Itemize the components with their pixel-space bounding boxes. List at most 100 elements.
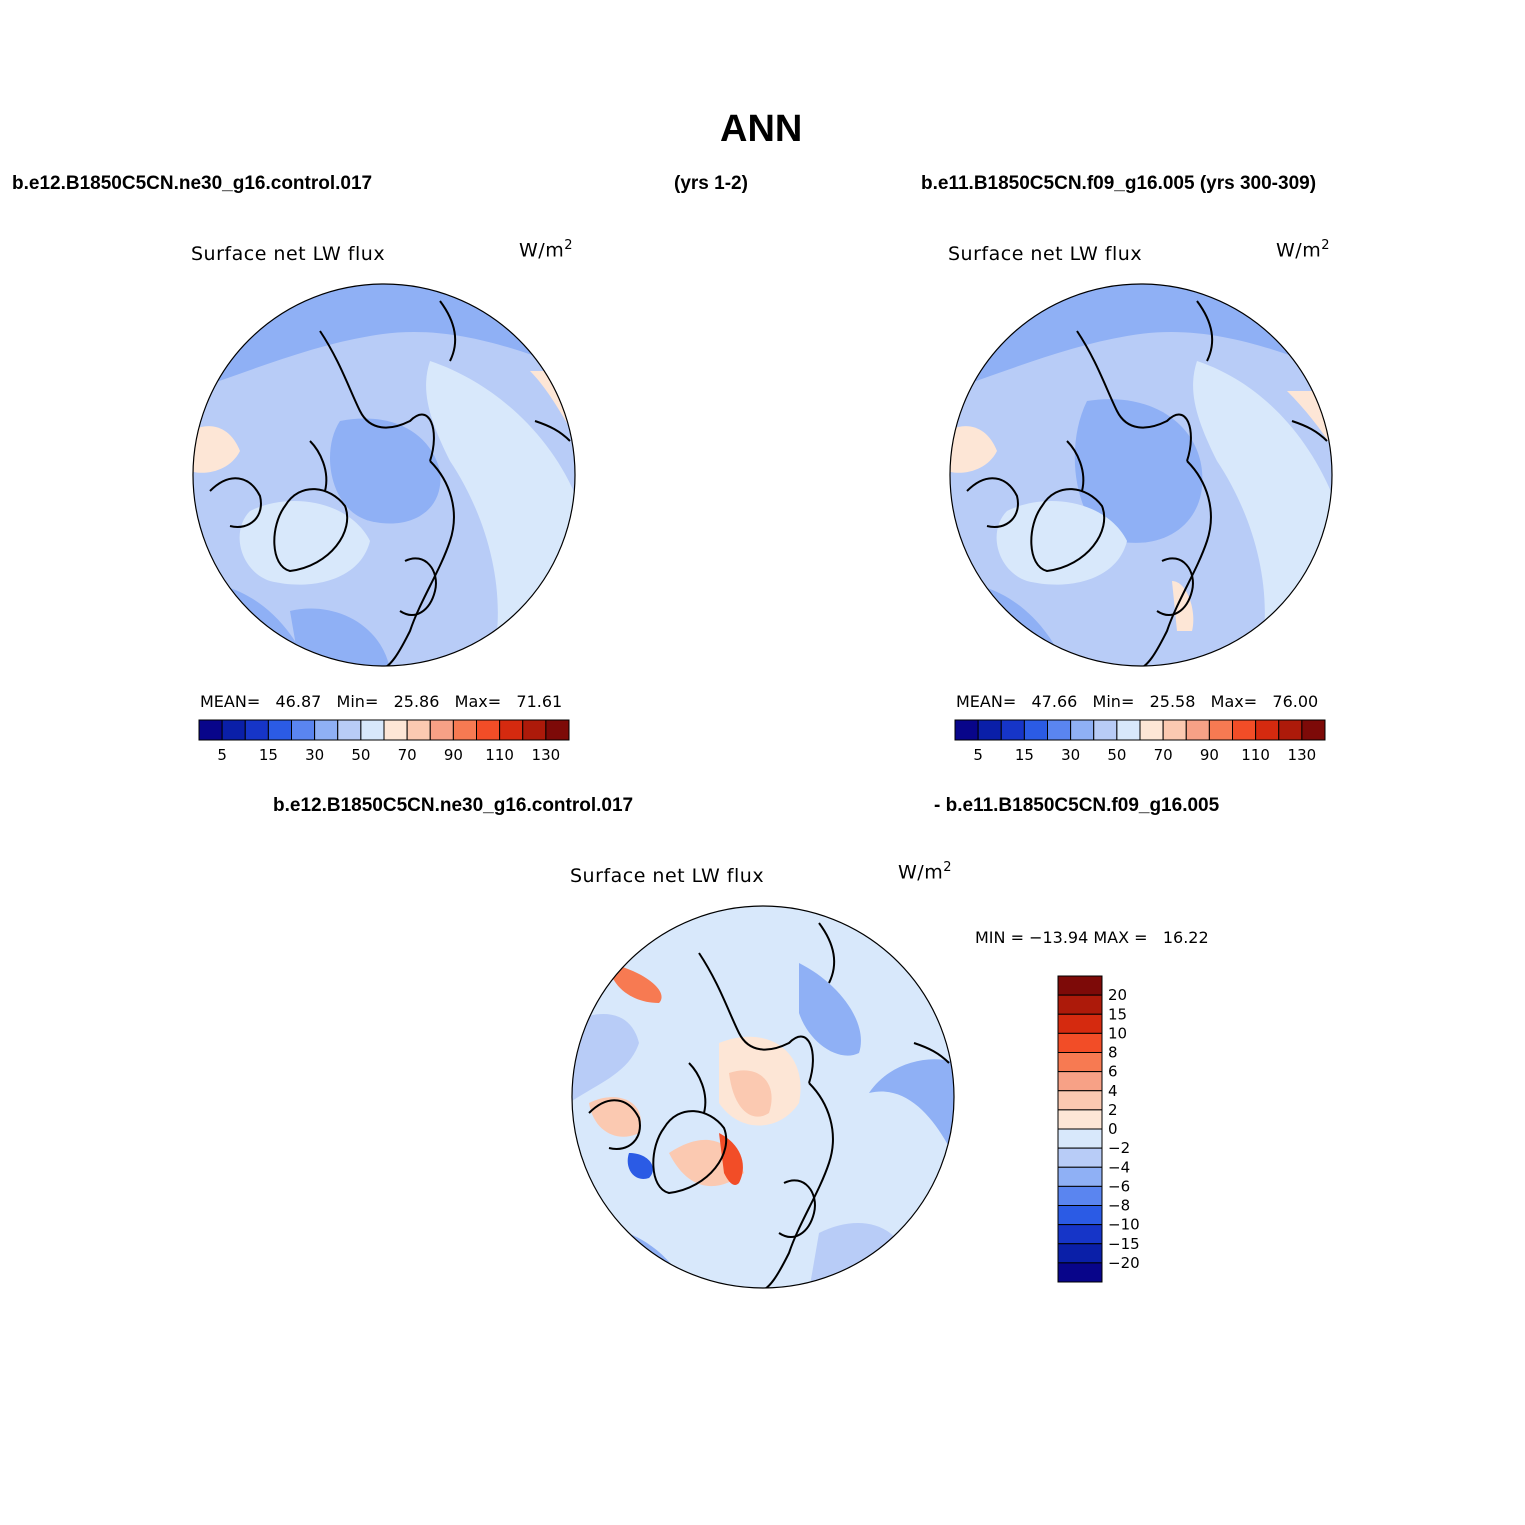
colorbar-tick-label: −20 bbox=[1108, 1254, 1140, 1272]
colorbar-swatch bbox=[244, 719, 269, 741]
panel1-units-sup: 2 bbox=[564, 238, 573, 253]
map-panel-2 bbox=[949, 283, 1333, 667]
colorbar-panel-1: 5 15 30 50 70 90 110 130 bbox=[198, 719, 570, 764]
colorbar-swatch bbox=[383, 719, 408, 741]
colorbar-tick-label: 50 bbox=[1107, 746, 1126, 764]
colorbar-swatch bbox=[1278, 719, 1303, 741]
map-panel-1 bbox=[192, 283, 576, 667]
colorbar-swatch bbox=[977, 719, 1002, 741]
colorbar-swatch bbox=[1057, 1185, 1103, 1206]
colorbar-panel-2: 5 15 30 50 70 90 110 130 bbox=[954, 719, 1326, 764]
colorbar-swatch bbox=[1057, 1205, 1103, 1226]
colorbar-swatch bbox=[198, 719, 223, 741]
colorbar-swatch bbox=[1057, 1109, 1103, 1130]
colorbar-tick-label: 90 bbox=[1200, 746, 1219, 764]
colorbar-tick-label: 30 bbox=[305, 746, 324, 764]
diff-title-right: - b.e11.B1850C5CN.f09_g16.005 bbox=[934, 795, 1220, 816]
colorbar-swatch bbox=[1057, 1052, 1103, 1073]
colorbar-swatch bbox=[406, 719, 431, 741]
colorbar-swatch bbox=[267, 719, 292, 741]
colorbar-tick-label: 130 bbox=[532, 746, 561, 764]
colorbar-swatch bbox=[1057, 1090, 1103, 1111]
colorbar-tick-label: −4 bbox=[1108, 1158, 1130, 1176]
panel2-units-text: W/m bbox=[1276, 239, 1322, 262]
colorbar-swatch bbox=[1057, 1224, 1103, 1245]
panel1-units-text: W/m bbox=[519, 239, 565, 262]
colorbar-swatch bbox=[291, 719, 316, 741]
colorbar-swatch bbox=[1057, 1128, 1103, 1149]
panel2-variable: Surface net LW flux bbox=[948, 243, 1143, 265]
colorbar-tick-label: 20 bbox=[1108, 986, 1127, 1004]
panel2-units: W/m2 bbox=[1276, 238, 1330, 261]
map-panel-diff bbox=[571, 905, 955, 1289]
colorbar-swatch bbox=[1023, 719, 1048, 741]
colorbar-swatch bbox=[452, 719, 477, 741]
colorbar-swatch bbox=[1185, 719, 1210, 741]
colorbar-swatch bbox=[1000, 719, 1025, 741]
panel2-units-sup: 2 bbox=[1321, 238, 1330, 253]
colorbar-swatch bbox=[954, 719, 979, 741]
colorbar-swatch bbox=[429, 719, 454, 741]
colorbar-swatch bbox=[314, 719, 339, 741]
colorbar-swatch bbox=[1057, 1243, 1103, 1264]
panel3-stats: MIN = −13.94 MAX = 16.22 bbox=[975, 928, 1209, 947]
panel3-units: W/m2 bbox=[898, 860, 952, 883]
panel1-stats: MEAN= 46.87 Min= 25.86 Max= 71.61 bbox=[200, 692, 563, 711]
colorbar-tick-label: 6 bbox=[1108, 1063, 1118, 1081]
colorbar-tick-label: 15 bbox=[259, 746, 278, 764]
colorbar-swatch bbox=[1057, 1166, 1103, 1187]
colorbar-swatch bbox=[1208, 719, 1233, 741]
case2-title: b.e11.B1850C5CN.f09_g16.005 (yrs 300-309… bbox=[921, 173, 1317, 194]
colorbar-tick-label: −15 bbox=[1108, 1235, 1140, 1253]
page-title: ANN bbox=[720, 108, 803, 150]
colorbar-tick-label: −6 bbox=[1108, 1177, 1130, 1195]
panel3-units-sup: 2 bbox=[943, 860, 952, 875]
case1-years: (yrs 1-2) bbox=[674, 173, 748, 194]
colorbar-swatch bbox=[1162, 719, 1187, 741]
colorbar-tick-label: 70 bbox=[398, 746, 417, 764]
colorbar-swatch bbox=[1057, 994, 1103, 1015]
colorbar-tick-label: 5 bbox=[973, 746, 983, 764]
colorbar-swatch bbox=[1232, 719, 1257, 741]
panel1-units: W/m2 bbox=[519, 238, 573, 261]
colorbar-swatch bbox=[1255, 719, 1280, 741]
colorbar-tick-label: 15 bbox=[1108, 1005, 1127, 1023]
colorbar-tick-label: 110 bbox=[485, 746, 514, 764]
colorbar-tick-label: 130 bbox=[1288, 746, 1317, 764]
panel3-variable: Surface net LW flux bbox=[570, 865, 765, 887]
panel1-variable: Surface net LW flux bbox=[191, 243, 386, 265]
colorbar-swatch bbox=[499, 719, 524, 741]
case1-title: b.e12.B1850C5CN.ne30_g16.control.017 bbox=[12, 173, 373, 194]
colorbar-tick-label: 10 bbox=[1108, 1024, 1127, 1042]
colorbar-tick-label: 8 bbox=[1108, 1044, 1118, 1062]
colorbar-swatch bbox=[476, 719, 501, 741]
colorbar-swatch bbox=[360, 719, 385, 741]
diff-title-left: b.e12.B1850C5CN.ne30_g16.control.017 bbox=[273, 795, 634, 816]
colorbar-swatch bbox=[1047, 719, 1072, 741]
colorbar-tick-label: 0 bbox=[1108, 1120, 1118, 1138]
colorbar-swatch bbox=[1093, 719, 1118, 741]
colorbar-swatch bbox=[1057, 1032, 1103, 1053]
colorbar-tick-label: 2 bbox=[1108, 1101, 1118, 1119]
colorbar-tick-label: 90 bbox=[444, 746, 463, 764]
colorbar-tick-label: 15 bbox=[1015, 746, 1034, 764]
colorbar-tick-label: 110 bbox=[1241, 746, 1270, 764]
colorbar-swatch bbox=[1057, 975, 1103, 996]
colorbar-swatch bbox=[1139, 719, 1164, 741]
colorbar-swatch bbox=[1301, 719, 1326, 741]
colorbar-swatch bbox=[522, 719, 547, 741]
colorbar-swatch bbox=[221, 719, 246, 741]
colorbar-swatch bbox=[1116, 719, 1141, 741]
colorbar-tick-label: 30 bbox=[1061, 746, 1080, 764]
colorbar-tick-label: −10 bbox=[1108, 1216, 1140, 1234]
panel3-units-text: W/m bbox=[898, 861, 944, 884]
colorbar-swatch bbox=[545, 719, 570, 741]
colorbar-tick-label: −2 bbox=[1108, 1139, 1130, 1157]
colorbar-swatch bbox=[1057, 1262, 1103, 1283]
colorbar-swatch bbox=[1057, 1147, 1103, 1168]
colorbar-tick-label: 4 bbox=[1108, 1082, 1118, 1100]
colorbar-tick-label: 50 bbox=[351, 746, 370, 764]
colorbar-swatch bbox=[1070, 719, 1095, 741]
colorbar-tick-label: 5 bbox=[217, 746, 227, 764]
